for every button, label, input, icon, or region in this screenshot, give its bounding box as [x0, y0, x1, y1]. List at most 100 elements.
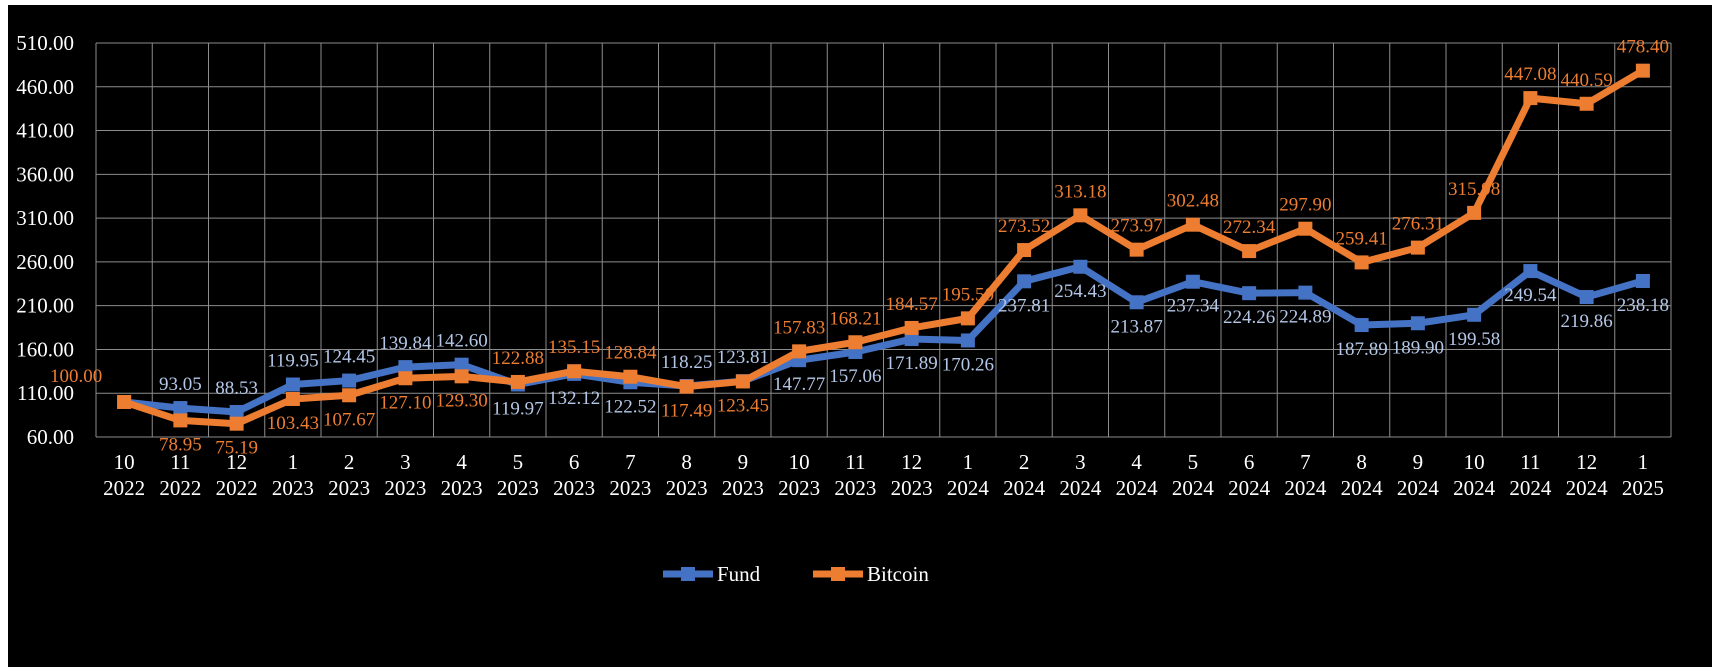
data-label-fund: 170.26 — [942, 354, 994, 375]
data-point-fund — [1129, 295, 1144, 310]
legend-label-bitcoin: Bitcoin — [867, 562, 929, 586]
x-tick-month: 3 — [1075, 450, 1086, 474]
data-point-bitcoin — [623, 369, 638, 384]
data-label-bitcoin: 184.57 — [886, 294, 938, 315]
data-point-bitcoin — [229, 416, 244, 431]
data-label-bitcoin: 273.52 — [998, 216, 1050, 237]
data-point-bitcoin — [960, 311, 975, 326]
y-tick-label: 410.00 — [16, 119, 74, 143]
x-tick-month: 7 — [1300, 450, 1311, 474]
data-label-bitcoin: 315.98 — [1448, 179, 1500, 200]
data-label-bitcoin: 78.95 — [159, 434, 202, 455]
data-point-bitcoin — [1017, 243, 1032, 258]
x-tick-year: 2024 — [1566, 476, 1609, 500]
x-tick-month: 7 — [625, 450, 636, 474]
data-label-fund: 213.87 — [1111, 316, 1163, 337]
data-label-fund: 139.84 — [379, 333, 432, 354]
data-point-fund — [1017, 274, 1032, 289]
data-label-bitcoin: 100.00 — [50, 366, 102, 387]
x-tick-year: 2022 — [159, 476, 201, 500]
x-tick-year: 2023 — [666, 476, 708, 500]
x-tick-month: 11 — [1520, 450, 1540, 474]
y-tick-label: 510.00 — [16, 31, 74, 55]
x-tick-year: 2025 — [1622, 476, 1664, 500]
x-axis-ticks: 1020221120221220221202322023320234202352… — [103, 450, 1664, 500]
x-tick-month: 12 — [226, 450, 247, 474]
data-point-fund — [1523, 264, 1538, 279]
x-tick-month: 5 — [513, 450, 524, 474]
legend-marker-bitcoin — [831, 567, 845, 581]
x-tick-year: 2023 — [722, 476, 764, 500]
x-tick-year: 2023 — [891, 476, 933, 500]
x-tick-month: 6 — [1244, 450, 1255, 474]
x-tick-month: 8 — [1356, 450, 1367, 474]
data-point-bitcoin — [1523, 91, 1538, 106]
data-point-fund — [1073, 259, 1088, 274]
x-tick-year: 2024 — [1397, 476, 1440, 500]
data-label-bitcoin: 127.10 — [379, 392, 431, 413]
y-tick-label: 210.00 — [16, 294, 74, 318]
data-label-fund: 224.89 — [1279, 307, 1331, 328]
data-label-bitcoin: 107.67 — [323, 409, 375, 430]
data-point-bitcoin — [454, 369, 469, 384]
x-tick-month: 1 — [963, 450, 974, 474]
data-label-fund: 88.53 — [215, 378, 258, 399]
data-label-bitcoin: 272.34 — [1223, 217, 1276, 238]
x-tick-month: 8 — [681, 450, 692, 474]
data-label-bitcoin: 447.08 — [1504, 64, 1556, 85]
data-point-bitcoin — [510, 374, 525, 389]
x-tick-month: 5 — [1188, 450, 1199, 474]
x-tick-year: 2024 — [1003, 476, 1046, 500]
y-tick-label: 360.00 — [16, 162, 74, 186]
x-tick-year: 2023 — [609, 476, 651, 500]
data-point-bitcoin — [792, 344, 807, 359]
series-line-fund — [123, 263, 1644, 416]
line-chart: 60.00 110.00 160.00 210.00 260.00 310.00 360.0… — [16, 31, 1672, 586]
data-point-fund — [1354, 318, 1369, 333]
data-label-fund: 249.54 — [1504, 285, 1557, 306]
data-label-bitcoin: 259.41 — [1336, 228, 1388, 249]
data-label-bitcoin: 103.43 — [267, 413, 319, 434]
y-tick-label: 260.00 — [16, 250, 74, 274]
x-tick-year: 2023 — [553, 476, 595, 500]
x-tick-month: 10 — [789, 450, 810, 474]
data-label-fund: 119.95 — [267, 351, 319, 372]
x-tick-year: 2023 — [497, 476, 539, 500]
data-label-fund: 171.89 — [886, 353, 938, 374]
x-tick-year: 2024 — [1116, 476, 1159, 500]
y-tick-label: 460.00 — [16, 75, 74, 99]
x-tick-year: 2023 — [328, 476, 370, 500]
data-label-bitcoin: 75.19 — [215, 438, 258, 459]
x-tick-month: 2 — [344, 450, 355, 474]
data-point-bitcoin — [1354, 255, 1369, 270]
data-point-fund — [1579, 290, 1594, 305]
x-tick-year: 2022 — [216, 476, 258, 500]
data-point-bitcoin — [679, 379, 694, 394]
chart-area: 60.00 110.00 160.00 210.00 260.00 310.00 360.0… — [8, 5, 1712, 667]
data-point-bitcoin — [1242, 244, 1257, 259]
data-point-fund — [454, 357, 469, 372]
x-tick-year: 2023 — [778, 476, 820, 500]
data-point-bitcoin — [285, 391, 300, 406]
x-tick-month: 3 — [400, 450, 411, 474]
legend-item-fund: Fund — [663, 562, 761, 586]
data-point-bitcoin — [1467, 205, 1482, 220]
data-point-fund — [285, 377, 300, 392]
data-point-fund — [173, 401, 188, 416]
data-label-fund: 187.89 — [1336, 339, 1388, 360]
y-tick-label: 110.00 — [17, 381, 74, 405]
data-label-fund: 132.12 — [548, 388, 600, 409]
x-tick-month: 12 — [1576, 450, 1597, 474]
x-tick-month: 9 — [738, 450, 749, 474]
legend-marker-fund — [681, 567, 695, 581]
y-tick-label: 160.00 — [16, 337, 74, 361]
x-tick-month: 12 — [901, 450, 922, 474]
data-label-bitcoin: 123.45 — [717, 395, 769, 416]
data-label-bitcoin: 117.49 — [661, 401, 713, 422]
data-label-fund: 238.18 — [1617, 295, 1669, 316]
x-tick-year: 2024 — [947, 476, 990, 500]
data-label-bitcoin: 297.90 — [1279, 195, 1331, 216]
legend-label-fund: Fund — [717, 562, 761, 586]
x-tick-month: 1 — [288, 450, 299, 474]
x-tick-month: 1 — [1638, 450, 1649, 474]
